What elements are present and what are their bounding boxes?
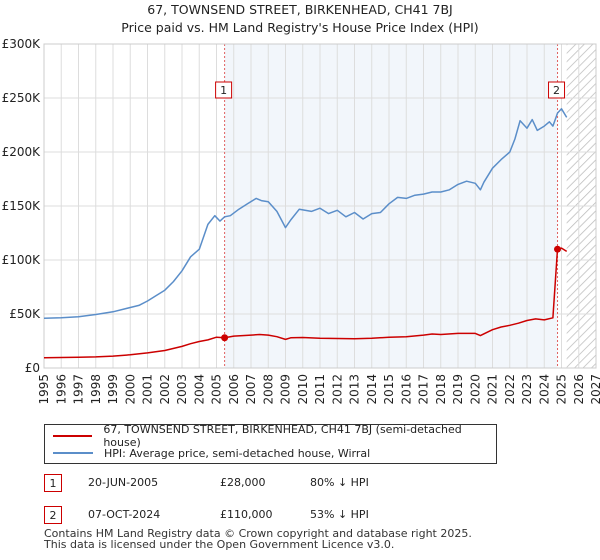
sale-date: 20-JUN-2005 — [88, 476, 159, 489]
chart-title: 67, TOWNSEND STREET, BIRKENHEAD, CH41 7B… — [0, 0, 600, 36]
sale-point — [221, 334, 229, 342]
x-tick-label: 1995 — [37, 374, 51, 405]
sale-label-box — [548, 81, 566, 99]
legend-label-hpi: HPI: Average price, semi-detached house,… — [104, 446, 371, 460]
sale-label-box — [215, 81, 233, 99]
sale-hpi-diff: 53% ↓ HPI — [310, 508, 369, 521]
x-tick-label: 2008 — [261, 374, 275, 405]
y-tick-label: £50K — [9, 307, 41, 321]
y-tick-label: £150K — [2, 199, 42, 213]
sale-row: 1 20-JUN-2005 £28,000 80% ↓ HPI — [44, 474, 584, 494]
legend-item-hpi: HPI: Average price, semi-detached house,… — [53, 445, 370, 461]
x-tick-label: 2003 — [175, 374, 189, 405]
x-tick-label: 2002 — [158, 374, 172, 405]
x-tick-label: 2025 — [555, 374, 569, 405]
x-tick-label: 2027 — [589, 374, 600, 405]
x-tick-label: 2019 — [451, 374, 465, 405]
x-tick-label: 2009 — [279, 374, 293, 405]
footer-line-1: Contains HM Land Registry data © Crown c… — [44, 527, 472, 540]
price-chart: £0 £50K £100K £150K £200K £250K £300K 1995 1996 1… — [2, 37, 600, 405]
legend-item-price: 67, TOWNSEND STREET, BIRKENHEAD, CH41 7B… — [53, 423, 496, 449]
x-tick-label: 2024 — [537, 374, 551, 405]
x-tick-label: 2020 — [468, 374, 482, 405]
y-tick-label: £0 — [25, 361, 40, 375]
x-tick-label: 1998 — [89, 374, 103, 405]
legend-label-price: 67, TOWNSEND STREET, BIRKENHEAD, CH41 7B… — [103, 423, 462, 449]
x-tick-label: 2018 — [434, 374, 448, 405]
sale-hpi-diff: 80% ↓ HPI — [310, 476, 369, 489]
legend: 67, TOWNSEND STREET, BIRKENHEAD, CH41 7B… — [44, 423, 497, 464]
title-line-1: 67, TOWNSEND STREET, BIRKENHEAD, CH41 7B… — [147, 2, 453, 17]
x-tick-label: 1996 — [54, 374, 68, 405]
x-tick-label: 2011 — [313, 374, 327, 405]
legend-swatch-hpi — [53, 452, 93, 454]
y-tick-label: £250K — [2, 91, 42, 105]
legend-swatch-price — [53, 435, 93, 437]
sale-price: £110,000 — [220, 508, 273, 521]
sale-label-text: 2 — [553, 84, 560, 97]
x-tick-label: 2023 — [520, 374, 534, 405]
x-tick-label: 1999 — [106, 374, 120, 405]
title-line-2: Price paid vs. HM Land Registry's House … — [121, 20, 479, 35]
y-tick-label: £300K — [2, 37, 42, 51]
plot-frame — [43, 43, 597, 369]
x-tick-label: 2016 — [399, 374, 413, 405]
sale-number-badge: 1 — [44, 474, 62, 492]
x-tick-label: 2013 — [348, 374, 362, 405]
sale-number-badge: 2 — [44, 506, 62, 524]
hpi-series-line — [43, 108, 568, 320]
x-tick-label: 2007 — [244, 374, 258, 405]
x-tick-label: 2000 — [123, 374, 137, 405]
sale-price: £28,000 — [220, 476, 266, 489]
x-tick-label: 1997 — [72, 374, 86, 405]
footer-line-2: This data is licensed under the Open Gov… — [44, 538, 395, 551]
x-tick-label: 2005 — [210, 374, 224, 405]
x-tick-label: 2012 — [330, 374, 344, 405]
x-tick-label: 2026 — [572, 374, 586, 405]
y-tick-label: £100K — [2, 253, 42, 267]
sale-row: 2 07-OCT-2024 £110,000 53% ↓ HPI — [44, 506, 584, 526]
y-tick-label: £200K — [2, 145, 42, 159]
x-tick-label: 2021 — [486, 374, 500, 405]
x-tick-label: 2017 — [417, 374, 431, 405]
sale-date: 07-OCT-2024 — [88, 508, 161, 521]
x-tick-label: 2022 — [503, 374, 517, 405]
price-series-line — [43, 247, 568, 359]
x-tick-label: 2001 — [141, 374, 155, 405]
sale-point — [554, 245, 562, 253]
x-tick-label: 2015 — [382, 374, 396, 405]
x-tick-label: 2006 — [227, 374, 241, 405]
x-tick-label: 2014 — [365, 374, 379, 405]
footer: Contains HM Land Registry data © Crown c… — [44, 528, 472, 550]
x-tick-label: 2004 — [192, 374, 206, 405]
sale-label-text: 1 — [220, 84, 227, 97]
x-tick-label: 2010 — [296, 374, 310, 405]
